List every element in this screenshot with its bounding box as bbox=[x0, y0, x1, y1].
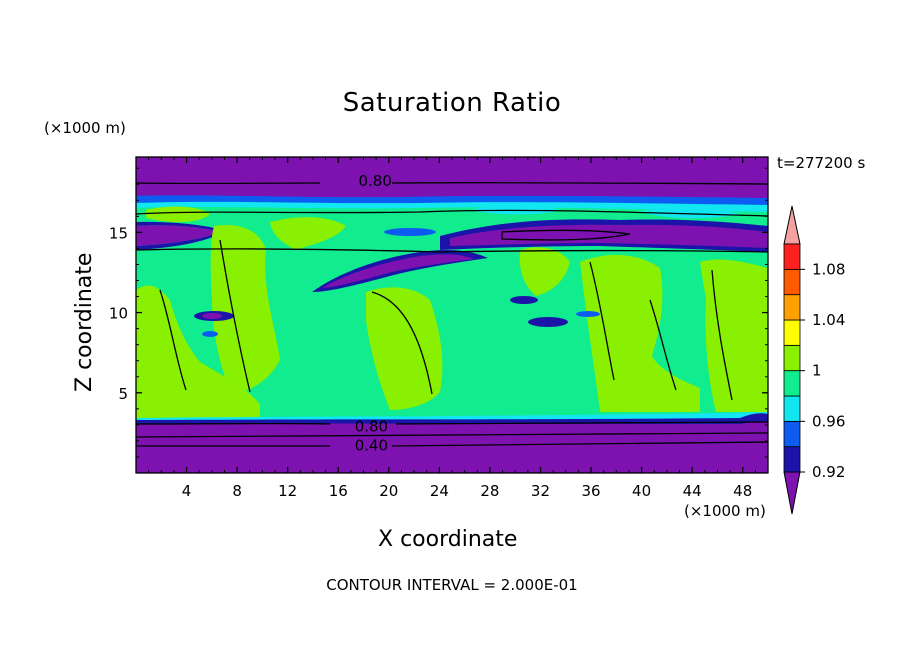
contour-line-bottom-3 bbox=[136, 441, 768, 447]
colorbar-label: 0.92 bbox=[812, 463, 845, 481]
colorbar-swatch bbox=[783, 294, 801, 321]
lime-region-right bbox=[580, 254, 700, 412]
x-tick-label: 36 bbox=[581, 482, 600, 500]
lime-region-center-left bbox=[210, 225, 280, 394]
colorbar: 1.08 1.04 1 0.96 0.92 bbox=[783, 205, 845, 515]
dry-blob-4 bbox=[576, 311, 600, 317]
contour-label: 0.40 bbox=[355, 437, 388, 455]
dry-blob-5 bbox=[384, 228, 436, 236]
x-tick-label: 4 bbox=[182, 482, 192, 500]
lime-region-upper-left bbox=[146, 206, 210, 223]
x-tick-label: 48 bbox=[733, 482, 752, 500]
colorbar-swatch bbox=[783, 446, 801, 473]
x-tick-label: 20 bbox=[379, 482, 398, 500]
time-label: t=277200 s bbox=[777, 154, 866, 172]
bottom-dry-band bbox=[136, 421, 768, 473]
left-dry-tongue-edge bbox=[136, 221, 226, 250]
x-tick-label: 8 bbox=[232, 482, 242, 500]
x-tick-label: 44 bbox=[683, 482, 702, 500]
lime-region-far-right bbox=[700, 259, 768, 412]
x-tick-label: 24 bbox=[430, 482, 449, 500]
contour-line-bottom-1 bbox=[136, 421, 768, 425]
colorbar-label: 0.96 bbox=[812, 412, 845, 430]
dry-blob-1-core bbox=[202, 313, 222, 319]
diagonal-dry-filament-core bbox=[322, 254, 474, 288]
chart-title: Saturation Ratio bbox=[342, 88, 562, 118]
contour-labels: 0.80 0.80 0.40 bbox=[355, 172, 392, 455]
x-tick-label: 28 bbox=[480, 482, 499, 500]
colorbar-label: 1 bbox=[812, 362, 822, 380]
lime-region-right-center bbox=[519, 247, 570, 296]
dry-blob-2 bbox=[510, 296, 538, 304]
x-axis-label: X coordinate bbox=[378, 527, 518, 552]
dry-blob-3 bbox=[528, 317, 568, 327]
upper-cyan-patch-2 bbox=[640, 208, 740, 219]
colorbar-swatch bbox=[783, 344, 801, 372]
contour-label: 0.80 bbox=[358, 172, 391, 190]
colorbar-swatch bbox=[783, 395, 801, 422]
contour-lines bbox=[136, 181, 768, 447]
x-tick-label: 32 bbox=[531, 482, 550, 500]
colorbar-label: 1.08 bbox=[812, 260, 845, 278]
contour-line-top bbox=[136, 181, 768, 185]
colorbar-top-arrow bbox=[783, 205, 801, 245]
x-axis-ticks: 4 8 12 16 20 24 28 32 36 40 44 48 bbox=[148, 157, 756, 500]
colorbar-swatch bbox=[783, 319, 801, 346]
contour-line-mid-1 bbox=[159, 239, 433, 395]
contour-line-upper-3 bbox=[136, 248, 768, 253]
contour-line-upper-2 bbox=[501, 229, 631, 241]
y-tick-label: 5 bbox=[118, 385, 128, 403]
contour-field bbox=[136, 157, 768, 473]
colorbar-label: 1.04 bbox=[812, 311, 845, 329]
left-dry-tongue bbox=[136, 225, 220, 246]
colorbar-swatch bbox=[783, 243, 801, 270]
lime-region-bottom-left bbox=[136, 367, 180, 418]
contour-line-mid-2 bbox=[589, 261, 733, 401]
x-tick-label: 40 bbox=[632, 482, 651, 500]
contour-line-bottom-2 bbox=[136, 432, 768, 438]
x-tick-label: 12 bbox=[278, 482, 297, 500]
colorbar-swatch bbox=[783, 370, 801, 397]
y-axis-unit: (×1000 m) bbox=[44, 119, 126, 137]
lime-region-center bbox=[366, 287, 443, 410]
colorbar-bottom-arrow bbox=[783, 471, 801, 515]
lime-region-top bbox=[270, 217, 346, 250]
contour-label: 0.80 bbox=[355, 417, 388, 435]
colorbar-swatch bbox=[783, 268, 801, 296]
contour-line-upper-1 bbox=[136, 209, 768, 217]
contour-interval-note: CONTOUR INTERVAL = 2.000E-01 bbox=[326, 576, 578, 594]
y-tick-label: 10 bbox=[109, 305, 128, 323]
y-tick-label: 15 bbox=[109, 224, 128, 242]
x-axis-unit: (×1000 m) bbox=[684, 502, 766, 520]
x-tick-label: 16 bbox=[329, 482, 348, 500]
y-axis-ticks: 5 10 15 bbox=[109, 167, 768, 458]
colorbar-swatch bbox=[783, 420, 801, 448]
bottom-edge-cyan bbox=[136, 412, 768, 420]
dry-blob-6 bbox=[202, 331, 218, 337]
